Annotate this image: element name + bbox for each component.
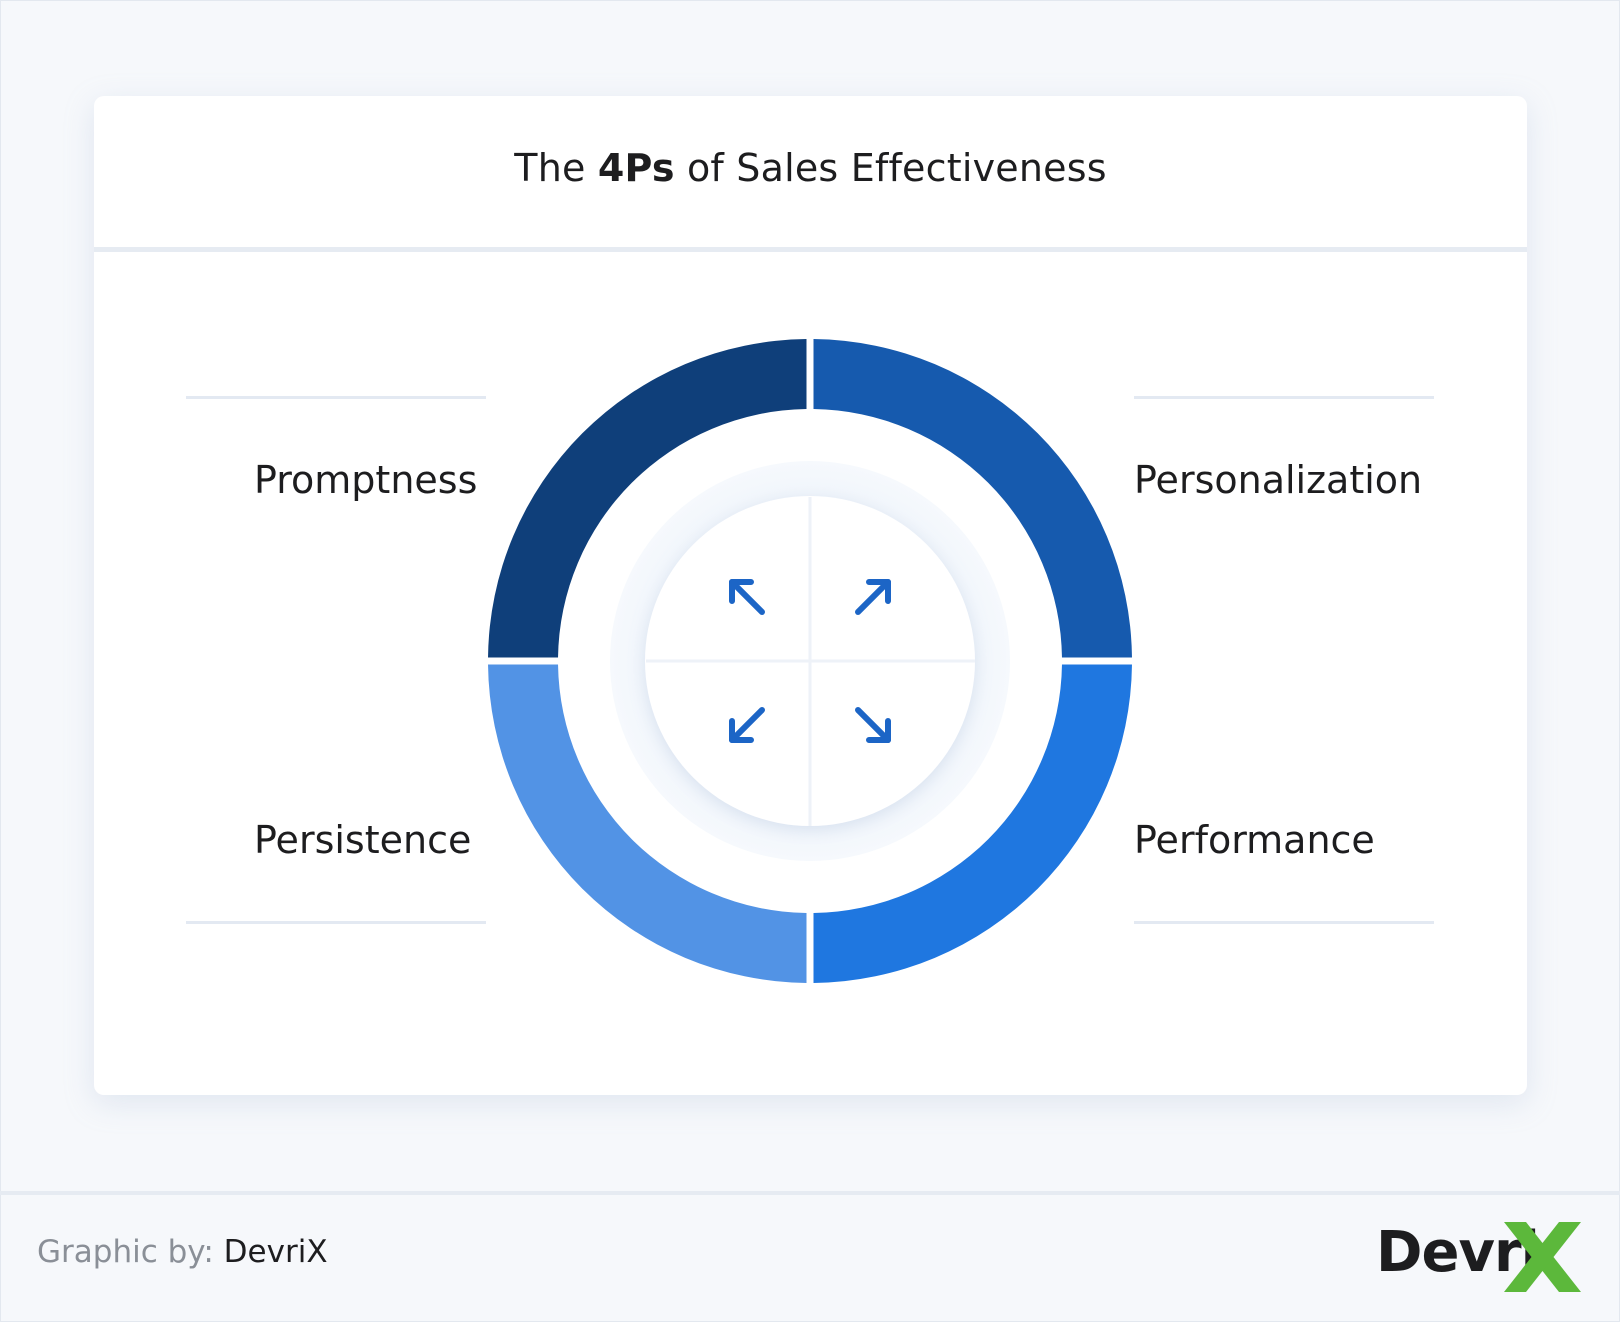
arrow-down-right-icon — [855, 707, 891, 743]
label-performance: Performance — [1134, 818, 1375, 862]
logo-x-icon — [1504, 1222, 1581, 1292]
arrow-up-left-icon — [729, 579, 765, 615]
segment-performance — [813, 664, 1132, 983]
ring-segments — [488, 339, 1132, 983]
label-promptness: Promptness — [254, 458, 478, 502]
divider-top-left — [186, 396, 486, 399]
title-bold: 4Ps — [597, 146, 675, 190]
label-personalization: Personalization — [1134, 458, 1423, 502]
divider-bottom-right — [1134, 921, 1434, 924]
devrix-logo: Devri — [1376, 1212, 1596, 1302]
segment-persistence — [488, 664, 807, 983]
segment-promptness — [488, 339, 807, 658]
arrow-up-right-icon — [855, 579, 891, 615]
divider-top-right — [1134, 396, 1434, 399]
title-divider — [94, 247, 1527, 252]
title-prefix: The — [514, 146, 586, 190]
arrow-icons — [729, 579, 891, 743]
divider-bottom-left — [186, 921, 486, 924]
footer-credit: Graphic by: DevriX — [37, 1234, 328, 1270]
segment-personalization — [813, 339, 1132, 658]
credit-brand: DevriX — [223, 1234, 328, 1270]
credit-prefix: Graphic by: — [37, 1234, 214, 1270]
title-suffix: of Sales Effectiveness — [686, 146, 1107, 190]
arrow-down-left-icon — [729, 707, 765, 743]
diagram-title: The 4Ps of Sales Effectiveness — [94, 146, 1527, 190]
diagram-card: The 4Ps of Sales Effectiveness — [94, 96, 1527, 1095]
footer-divider — [0, 1191, 1620, 1195]
label-persistence: Persistence — [254, 818, 472, 862]
